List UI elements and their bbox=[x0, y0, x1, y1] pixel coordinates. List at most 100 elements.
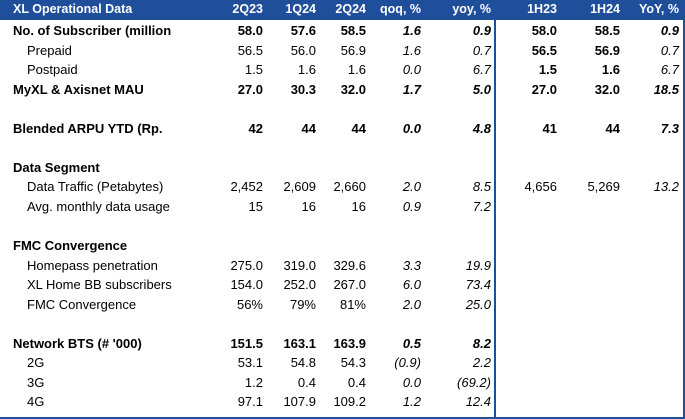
row-label: Prepaid bbox=[27, 42, 72, 58]
row-value bbox=[557, 275, 620, 295]
row-value: 42 bbox=[248, 120, 263, 136]
row-label: 4G bbox=[27, 394, 45, 410]
table-row: FMC Convergence bbox=[0, 236, 685, 256]
table-row bbox=[0, 138, 685, 158]
row-value: (69.2) bbox=[457, 374, 491, 390]
row-value bbox=[316, 158, 366, 178]
row-value bbox=[421, 236, 491, 256]
row-value: 0.0 bbox=[402, 62, 421, 78]
row-value: 7.3 bbox=[660, 120, 679, 136]
row-value: 0.4 bbox=[347, 374, 366, 390]
row-value: 0.0 bbox=[402, 120, 421, 136]
row-value: 3.3 bbox=[402, 257, 421, 273]
row-value: 56.9 bbox=[594, 42, 620, 58]
row-value: 275.0 bbox=[230, 257, 263, 273]
row-value bbox=[195, 314, 263, 334]
row-value bbox=[620, 99, 679, 119]
row-value bbox=[557, 353, 620, 373]
row-value: 8.2 bbox=[472, 335, 491, 351]
table-row: Postpaid 1.5 1.6 1.6 0.0 6.7 1.5 1.6 6.7 bbox=[0, 60, 685, 80]
column-divider bbox=[494, 19, 496, 419]
row-value: 56% bbox=[236, 296, 263, 312]
row-label: 3G bbox=[27, 374, 45, 390]
row-value bbox=[421, 138, 491, 158]
row-value: 2,660 bbox=[333, 179, 366, 195]
row-value bbox=[557, 158, 620, 178]
row-value: 53.1 bbox=[237, 355, 263, 371]
row-value: 44 bbox=[605, 120, 620, 136]
row-value: 16 bbox=[301, 198, 316, 214]
header-qoq: qoq, % bbox=[380, 2, 421, 16]
row-value bbox=[498, 275, 557, 295]
row-value: 12.4 bbox=[465, 394, 491, 410]
row-value: 27.0 bbox=[531, 81, 557, 97]
row-value bbox=[316, 314, 366, 334]
row-value: 4.8 bbox=[472, 120, 491, 136]
row-value: 32.0 bbox=[340, 81, 366, 97]
header-2q24: 2Q24 bbox=[335, 2, 366, 16]
row-label: FMC Convergence bbox=[13, 238, 128, 254]
row-value: (0.9) bbox=[394, 355, 421, 371]
row-value bbox=[263, 138, 316, 158]
row-value bbox=[195, 158, 263, 178]
row-value: 109.2 bbox=[333, 394, 366, 410]
right-border bbox=[683, 0, 685, 419]
row-value bbox=[366, 158, 421, 178]
row-value: 1.6 bbox=[402, 23, 421, 38]
row-value bbox=[557, 334, 620, 354]
row-value: 56.5 bbox=[237, 42, 263, 58]
row-value bbox=[421, 99, 491, 119]
row-value: 0.4 bbox=[297, 374, 316, 390]
row-value: 0.5 bbox=[402, 335, 421, 351]
row-value bbox=[557, 314, 620, 334]
row-value: 154.0 bbox=[230, 277, 263, 293]
row-value: 1.2 bbox=[244, 374, 263, 390]
row-value: 56.9 bbox=[340, 42, 366, 58]
row-value: 2.2 bbox=[472, 355, 491, 371]
row-value: 58.0 bbox=[237, 23, 263, 38]
table-row: 4G 97.1 107.9 109.2 1.2 12.4 bbox=[0, 392, 685, 412]
table-row: No. of Subscriber (million 58.0 57.6 58.5 1.… bbox=[0, 21, 685, 41]
row-value: 1.2 bbox=[402, 394, 421, 410]
row-value bbox=[620, 275, 679, 295]
row-value bbox=[316, 217, 366, 237]
row-value bbox=[557, 295, 620, 315]
row-value: 319.0 bbox=[283, 257, 316, 273]
row-label: Network BTS (# '000) bbox=[13, 335, 142, 351]
row-value: 0.7 bbox=[472, 42, 491, 58]
row-value bbox=[620, 197, 679, 217]
row-value: 329.6 bbox=[333, 257, 366, 273]
header-2q23: 2Q23 bbox=[232, 2, 263, 16]
table-row: Data Segment bbox=[0, 158, 685, 178]
header-yoy-half: YoY, % bbox=[638, 2, 679, 16]
bottom-border bbox=[0, 417, 685, 419]
row-value: 58.5 bbox=[340, 23, 366, 38]
row-value: 97.1 bbox=[237, 394, 263, 410]
table-row: XL Home BB subscribers 154.0 252.0 267.0 6.0… bbox=[0, 275, 685, 295]
row-value: 151.5 bbox=[230, 335, 263, 351]
row-value: 4,656 bbox=[524, 179, 557, 195]
row-value bbox=[498, 256, 557, 276]
row-value: 57.6 bbox=[290, 23, 316, 38]
row-value: 8.5 bbox=[472, 179, 491, 195]
row-value: 2.0 bbox=[402, 296, 421, 312]
row-value: 163.1 bbox=[283, 335, 316, 351]
row-value bbox=[421, 158, 491, 178]
row-value bbox=[620, 158, 679, 178]
row-value: 54.3 bbox=[340, 355, 366, 371]
row-label: MyXL & Axisnet MAU bbox=[13, 81, 144, 97]
row-value bbox=[263, 158, 316, 178]
row-value bbox=[316, 138, 366, 158]
row-value: 0.9 bbox=[402, 198, 421, 214]
row-value: 27.0 bbox=[237, 81, 263, 97]
header-underline bbox=[0, 19, 685, 20]
row-value: 13.2 bbox=[653, 179, 679, 195]
row-value: 79% bbox=[289, 296, 316, 312]
row-value: 16 bbox=[351, 198, 366, 214]
row-value bbox=[498, 353, 557, 373]
row-value bbox=[557, 392, 620, 412]
header-yoy: yoy, % bbox=[452, 2, 491, 16]
row-label: Homepass penetration bbox=[27, 257, 158, 273]
row-value: 44 bbox=[301, 120, 316, 136]
